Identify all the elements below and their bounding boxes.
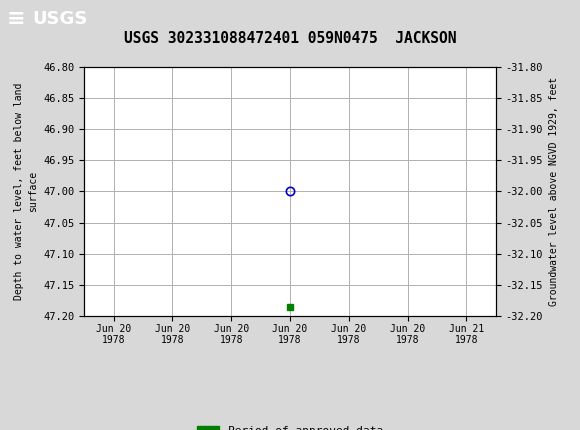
Text: ≡: ≡ bbox=[7, 9, 26, 29]
Legend: Period of approved data: Period of approved data bbox=[193, 421, 387, 430]
Y-axis label: Groundwater level above NGVD 1929, feet: Groundwater level above NGVD 1929, feet bbox=[549, 77, 559, 306]
Y-axis label: Depth to water level, feet below land
surface: Depth to water level, feet below land su… bbox=[14, 83, 38, 300]
Text: USGS: USGS bbox=[32, 10, 87, 28]
Text: USGS 302331088472401 059N0475  JACKSON: USGS 302331088472401 059N0475 JACKSON bbox=[124, 31, 456, 46]
